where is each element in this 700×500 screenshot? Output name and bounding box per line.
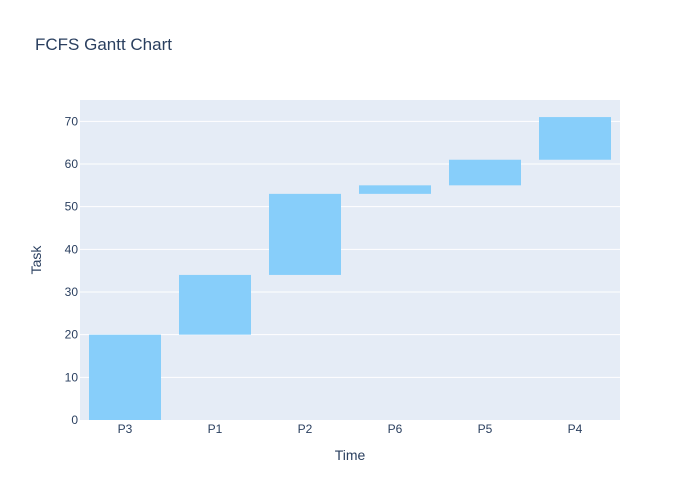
- x-tick-label: P2: [298, 422, 313, 436]
- x-tick-label: P5: [478, 422, 493, 436]
- x-axis-title: Time: [335, 447, 366, 463]
- x-tick-label: P6: [388, 422, 403, 436]
- y-tick-label: 40: [65, 242, 79, 256]
- bar-p4: [539, 117, 611, 160]
- y-tick-label: 10: [65, 370, 79, 384]
- grid-lines: [80, 120, 620, 378]
- y-tick-labels: 0 10 20 30 40 50 60 70: [65, 114, 79, 427]
- y-tick-label: 50: [65, 200, 79, 214]
- bars: [89, 117, 611, 420]
- x-tick-label: P1: [208, 422, 223, 436]
- x-tick-label: P3: [118, 422, 133, 436]
- bar-p5: [449, 159, 521, 186]
- y-tick-label: 0: [71, 413, 78, 427]
- x-tick-label: P4: [568, 422, 583, 436]
- y-tick-label: 70: [65, 114, 79, 128]
- bar-p6: [359, 185, 431, 194]
- y-tick-label: 20: [65, 328, 79, 342]
- bar-p2: [269, 193, 341, 275]
- plot-area: [80, 100, 620, 420]
- chart-title: FCFS Gantt Chart: [35, 35, 172, 54]
- bar-p3: [89, 334, 161, 420]
- y-tick-label: 30: [65, 285, 79, 299]
- y-tick-label: 60: [65, 157, 79, 171]
- y-axis-title: Task: [28, 245, 44, 275]
- x-tick-labels: P3 P1 P2 P6 P5 P4: [118, 422, 583, 436]
- bar-p1: [179, 274, 251, 335]
